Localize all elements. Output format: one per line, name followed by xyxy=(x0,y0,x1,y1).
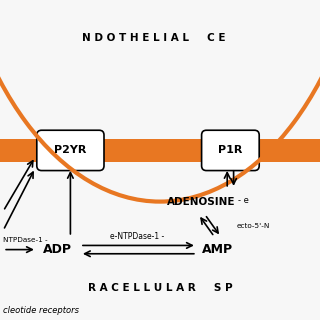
Text: cleotide receptors: cleotide receptors xyxy=(3,306,79,315)
FancyArrowPatch shape xyxy=(6,247,32,252)
Text: ADP: ADP xyxy=(43,243,72,256)
Text: R A C E L L U L A R     S P: R A C E L L U L A R S P xyxy=(88,283,232,293)
FancyBboxPatch shape xyxy=(37,130,104,171)
FancyArrowPatch shape xyxy=(206,217,218,233)
Text: P1R: P1R xyxy=(218,145,243,156)
Text: ADENOSINE: ADENOSINE xyxy=(167,196,236,207)
FancyArrowPatch shape xyxy=(4,172,33,228)
FancyArrowPatch shape xyxy=(224,172,230,186)
FancyBboxPatch shape xyxy=(202,130,259,171)
Text: N D O T H E L I A L     C E: N D O T H E L I A L C E xyxy=(82,33,225,44)
FancyArrowPatch shape xyxy=(231,171,236,184)
FancyArrowPatch shape xyxy=(85,251,194,257)
FancyArrowPatch shape xyxy=(83,243,192,248)
Text: - e: - e xyxy=(238,196,249,205)
FancyArrowPatch shape xyxy=(4,161,33,209)
Text: AMP: AMP xyxy=(202,243,233,256)
FancyArrowPatch shape xyxy=(201,218,213,235)
Bar xyxy=(0,139,320,162)
FancyArrowPatch shape xyxy=(68,172,73,234)
Text: P2YR: P2YR xyxy=(54,145,87,156)
Text: ecto-5'-N: ecto-5'-N xyxy=(237,223,270,228)
Text: NTPDase-1 -: NTPDase-1 - xyxy=(3,236,48,243)
Text: e-NTPDase-1 -: e-NTPDase-1 - xyxy=(110,232,165,241)
